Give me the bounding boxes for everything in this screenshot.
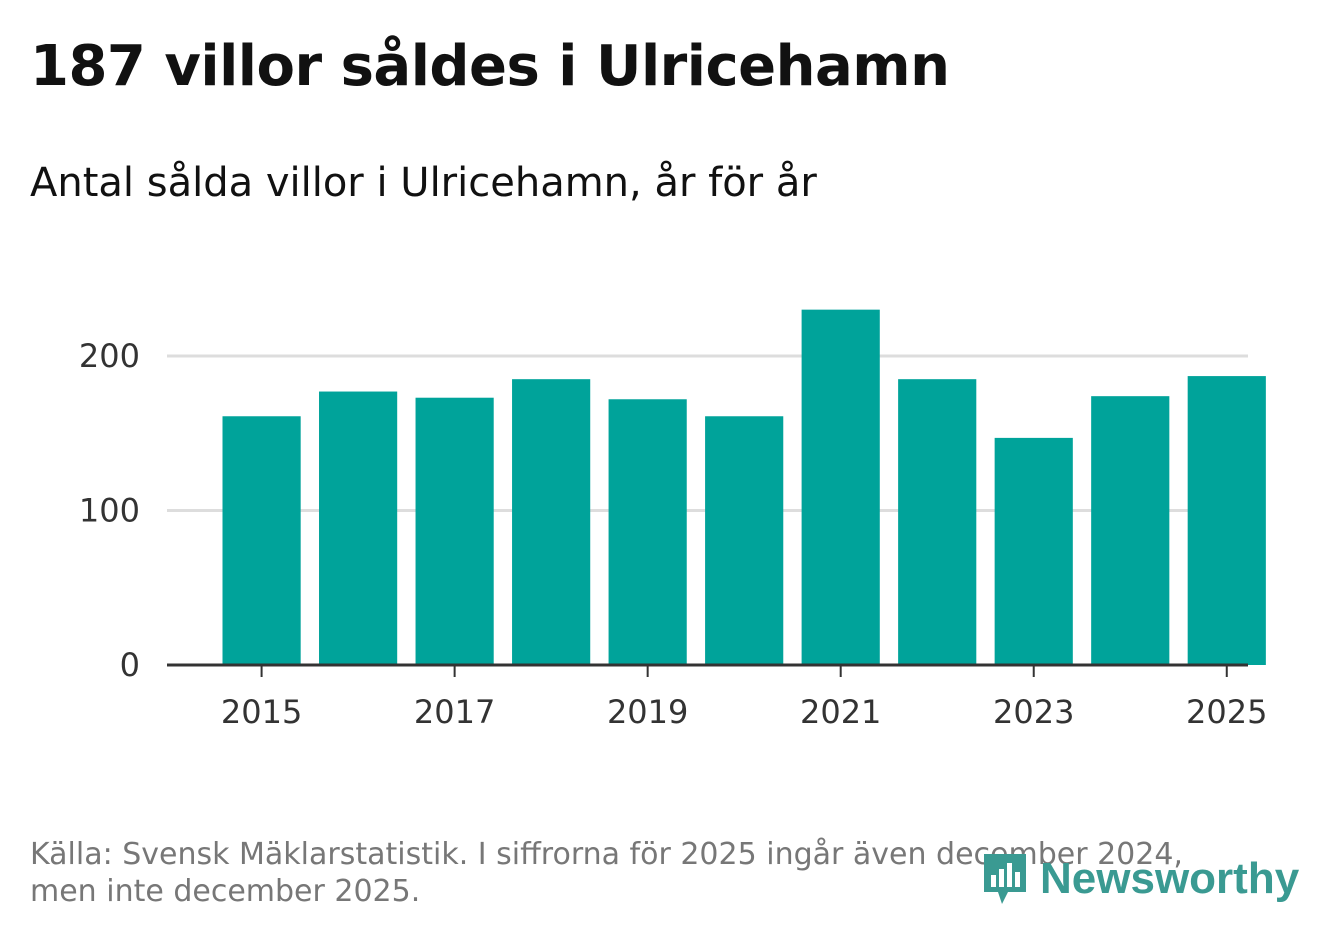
newsworthy-logo-icon [984,854,1026,904]
y-tick-label-0: 0 [120,646,140,684]
bar-2019 [608,399,687,665]
bar-2017 [415,397,494,665]
chart-title: 187 villor såldes i Ulricehamn [30,34,950,99]
bar-chart: 0 100 200 2015 2017 2019 2021 2023 2025 [79,309,1268,731]
bar-2025 [1187,376,1266,665]
y-tick-label-200: 200 [79,337,140,375]
x-tick-label-2021: 2021 [800,693,881,731]
newsworthy-logo: Newsworthy [980,850,1299,908]
x-tick-label-2015: 2015 [221,693,302,731]
x-axis [167,663,1248,677]
logo-text: Newsworthy [1040,854,1300,903]
bar-2023 [994,437,1073,665]
x-tick-label-2025: 2025 [1186,693,1267,731]
chart-subtitle: Antal sålda villor i Ulricehamn, år för … [30,160,817,206]
bar-2016 [319,391,398,665]
bar-2018 [512,379,591,665]
y-tick-label-100: 100 [79,492,140,530]
bar-2015 [222,416,301,665]
bar-2020 [705,416,784,665]
bar-2022 [898,379,977,665]
x-tick-label-2023: 2023 [993,693,1074,731]
x-tick-label-2017: 2017 [414,693,495,731]
x-tick-label-2019: 2019 [607,693,688,731]
tick-labels: 0 100 200 2015 2017 2019 2021 2023 2025 [79,337,1268,731]
source-line-2: men inte december 2025. [30,874,421,909]
bar-2021 [801,309,880,665]
bar-2024 [1091,396,1170,665]
bars [222,309,1266,665]
